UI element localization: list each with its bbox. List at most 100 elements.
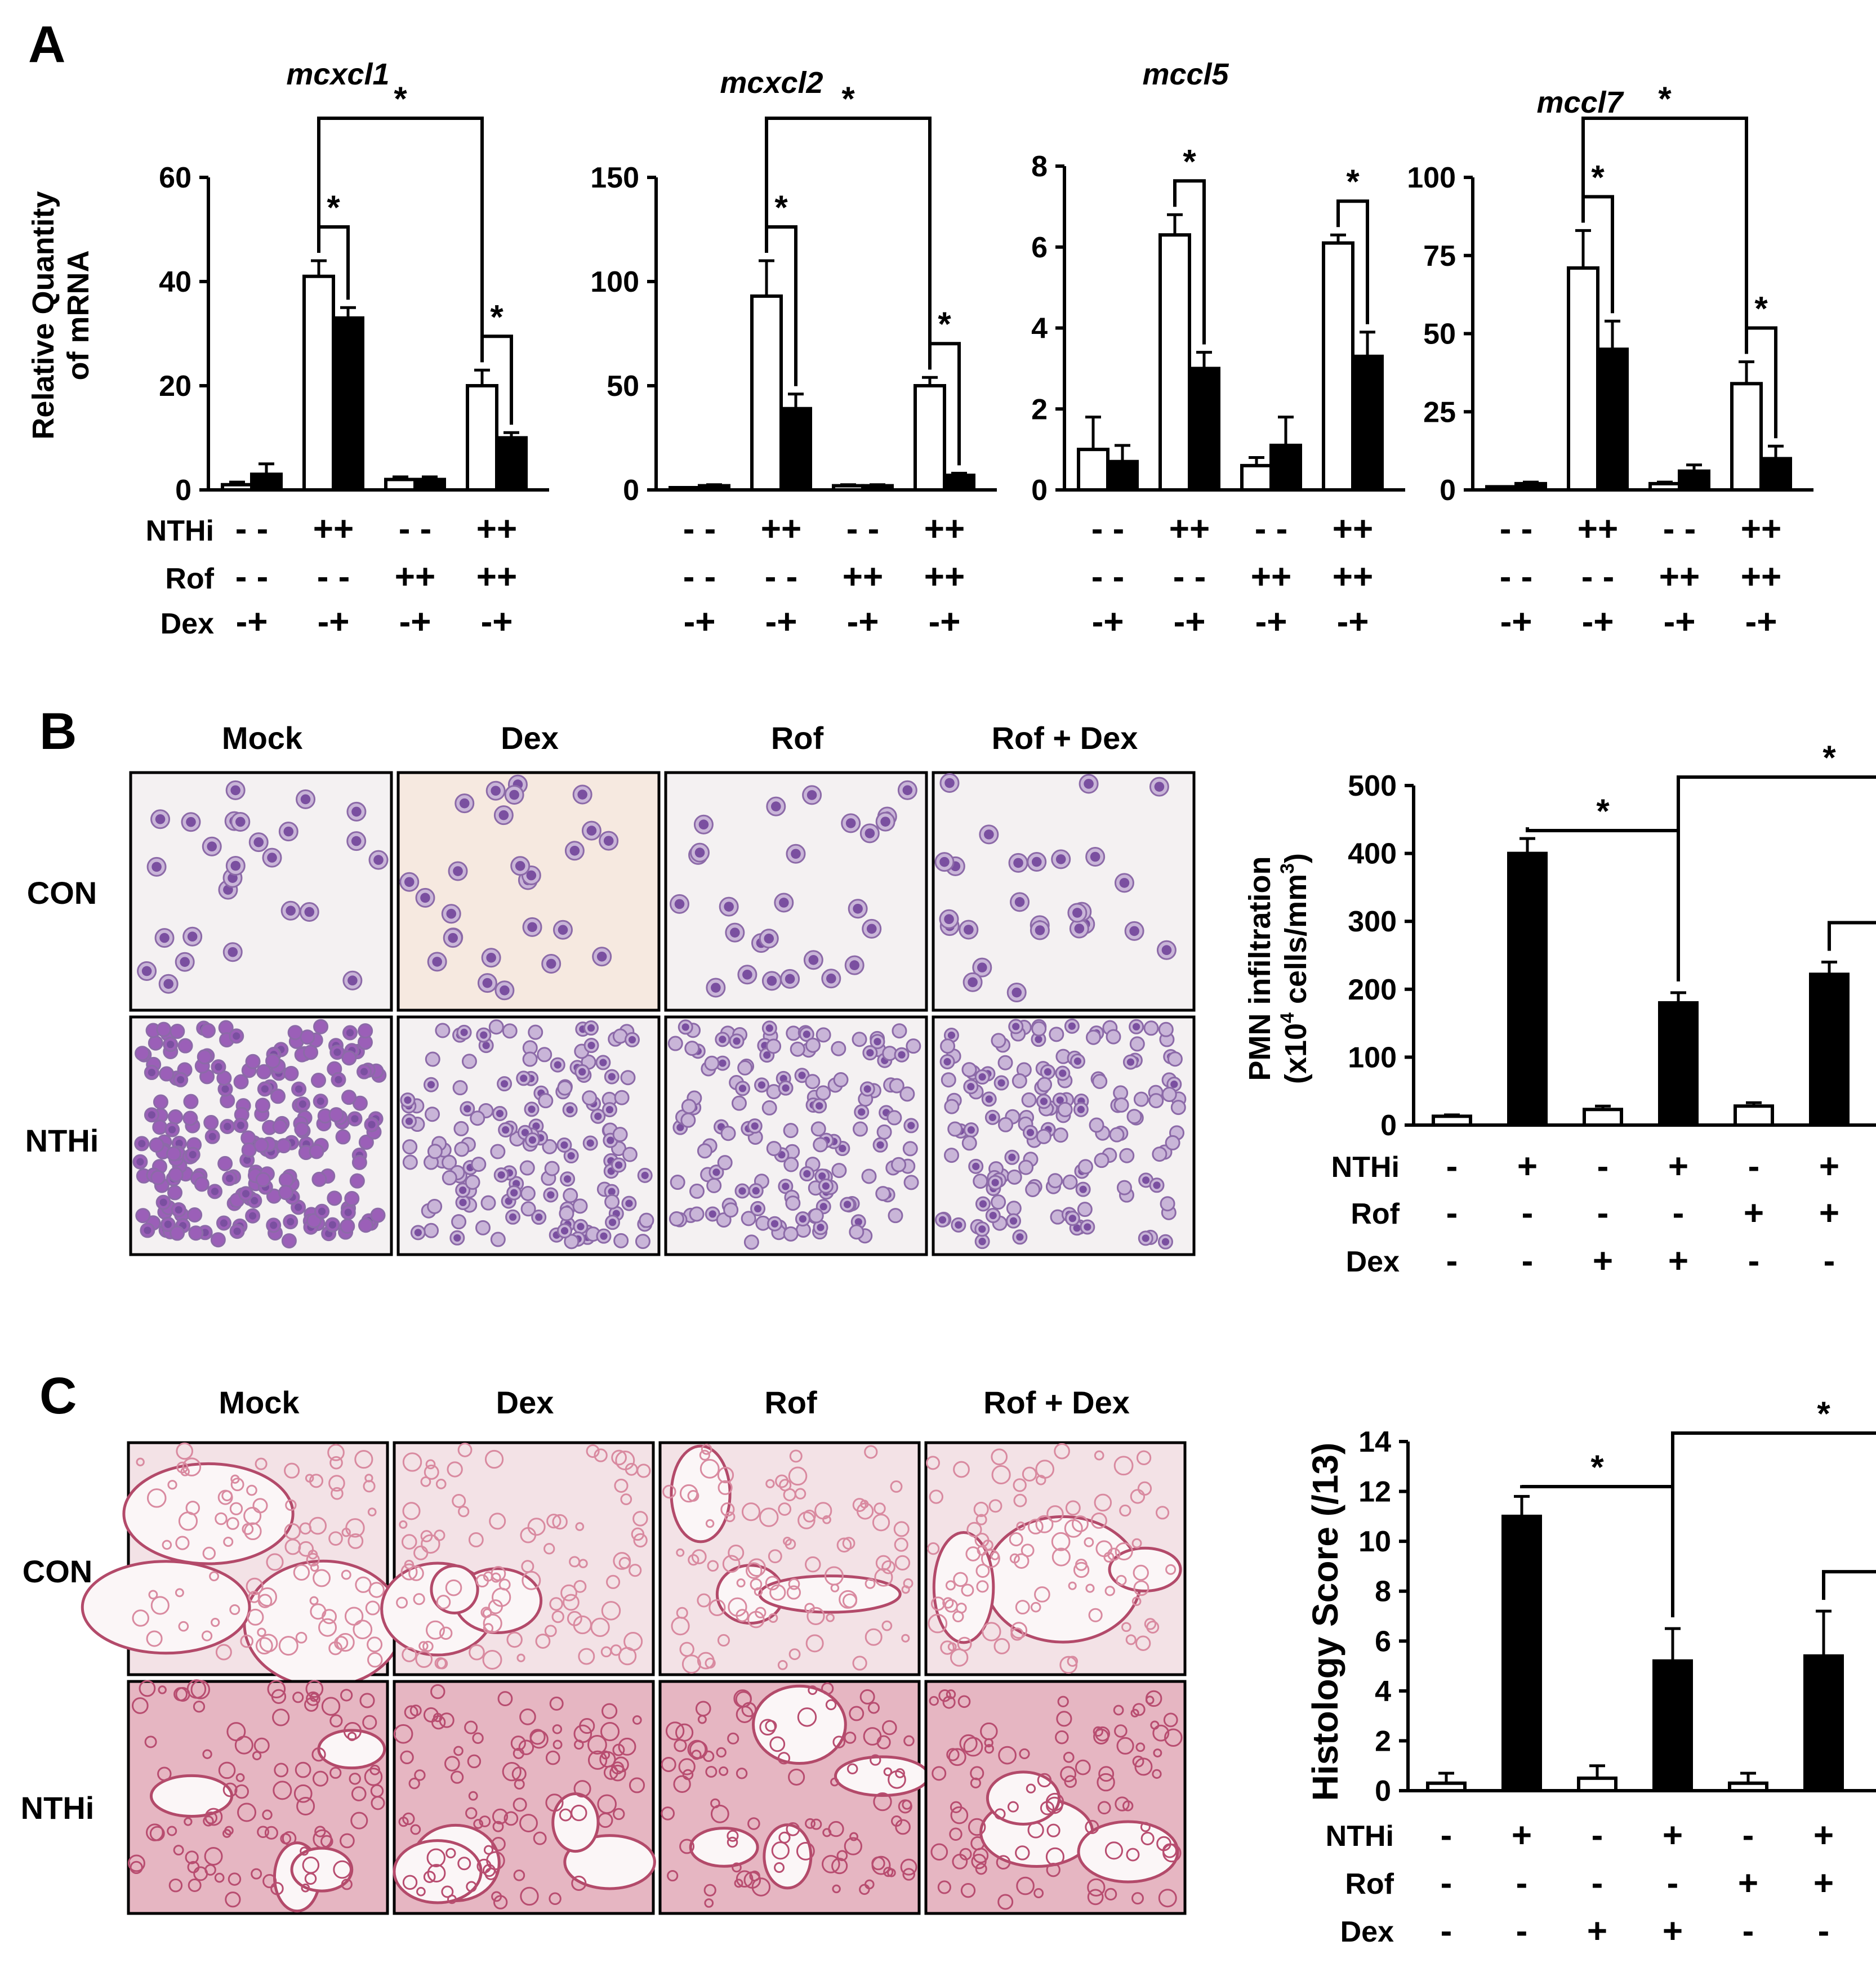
cell-nucleus	[600, 1232, 608, 1240]
alveolus	[255, 1637, 273, 1655]
alveolus	[768, 1613, 778, 1623]
treatment-sign-rof: - -	[317, 557, 350, 596]
alveolus	[671, 1616, 690, 1636]
significance-star: *	[1183, 142, 1196, 180]
alveolus	[846, 1763, 858, 1775]
treatment-sign-rof: - -	[683, 557, 716, 596]
cell-dot	[892, 1023, 907, 1039]
cell-nucleus	[459, 1198, 467, 1207]
treatment-row-label: NTHi	[146, 515, 214, 547]
cell-dot	[425, 1051, 440, 1067]
alveolus	[888, 1770, 906, 1789]
alveolus	[903, 1735, 915, 1747]
alveolus	[736, 1578, 746, 1588]
treatment-sign-dex: -	[1441, 1912, 1452, 1951]
cell-nucleus	[757, 1081, 766, 1089]
micrograph-con-3	[924, 1441, 1187, 1676]
alveolus	[750, 1578, 763, 1591]
y-tick-label: 100	[590, 266, 639, 298]
alveolus	[202, 1546, 216, 1560]
alveolus	[1125, 1634, 1137, 1645]
alveolus	[451, 1770, 464, 1784]
cell-nucleus	[1072, 908, 1082, 918]
alveolus	[404, 1559, 415, 1570]
alveolus	[832, 1735, 845, 1748]
cell-dot	[471, 1157, 487, 1172]
significance-star: *	[327, 189, 340, 226]
alveolus	[1072, 1515, 1089, 1533]
cell-dot	[461, 1054, 477, 1069]
cell-dot	[217, 1155, 233, 1171]
treatment-sign-nthi: ++	[924, 510, 965, 548]
alveolus	[175, 1687, 190, 1702]
cell-nucleus	[854, 1218, 862, 1226]
cell-nucleus	[1126, 1058, 1135, 1066]
bar-3	[1658, 1001, 1699, 1127]
micrograph-con-3	[932, 771, 1196, 1012]
alveolus	[1013, 1553, 1030, 1569]
cell-dot	[328, 1107, 344, 1123]
cell-dot	[358, 1217, 373, 1233]
alveolus	[436, 1595, 451, 1609]
cell-dot	[470, 1110, 485, 1126]
cell-nucleus	[843, 1201, 852, 1208]
alveolus	[223, 1536, 234, 1547]
alveolus	[176, 1461, 189, 1474]
cell-nucleus	[1040, 1097, 1048, 1105]
treatment-sign-nthi: -	[1446, 1147, 1458, 1186]
alveolus	[777, 1752, 791, 1765]
cell-dot	[453, 1121, 469, 1136]
alveolus	[1095, 1540, 1113, 1558]
alveolus	[759, 1507, 779, 1527]
cell-dot	[150, 1170, 166, 1185]
cell-nucleus	[803, 1030, 810, 1038]
alveolus	[736, 1609, 749, 1622]
alveolus	[618, 1556, 631, 1569]
micrograph-con-0	[81, 1441, 404, 1689]
cell-nucleus	[180, 957, 190, 967]
cell-dot	[1158, 1021, 1174, 1037]
cell-nucleus	[698, 819, 709, 830]
cell-nucleus	[318, 1207, 326, 1215]
cell-dot	[475, 1220, 491, 1235]
cell-nucleus	[446, 908, 457, 919]
alveolus	[865, 1628, 883, 1646]
alveolus	[187, 1861, 200, 1873]
cell-nucleus	[558, 925, 568, 935]
cell-nucleus	[614, 1161, 623, 1169]
alveolus	[990, 1551, 1000, 1560]
alveolus	[393, 1724, 413, 1744]
alveolus	[874, 1502, 886, 1515]
alveolus	[822, 1828, 832, 1837]
alveolus	[779, 1479, 792, 1492]
cell-dot	[1077, 1202, 1093, 1217]
alveolus	[204, 1812, 218, 1824]
cell-nucleus	[351, 806, 362, 817]
bar-group0-dex-minus	[1077, 448, 1109, 492]
cell-dot	[465, 1174, 480, 1190]
chart-pmn-infiltration: 0100200300400500***NTHi-+-+-+-+Rof----++…	[1331, 739, 1876, 1281]
cell-dot	[875, 1186, 891, 1202]
alveolus	[262, 1874, 277, 1889]
alveolus	[665, 1721, 685, 1741]
alveolus	[546, 1514, 562, 1529]
alveolus	[1035, 1515, 1054, 1533]
cell-dot	[808, 1208, 824, 1224]
cell-dot	[1129, 1036, 1145, 1052]
alveolus	[950, 1648, 969, 1667]
cell-dot	[402, 1139, 418, 1155]
cell-nucleus	[719, 1036, 727, 1043]
alveolus	[662, 1484, 676, 1499]
alveolus	[228, 1872, 242, 1886]
alveolus	[1135, 1635, 1151, 1651]
treatment-sign-dex: -+	[399, 603, 431, 641]
alveolus	[257, 1826, 269, 1839]
bar-2	[1577, 1776, 1617, 1793]
treatment-sign-rof: ++	[1251, 557, 1291, 596]
cell-nucleus	[554, 1061, 562, 1069]
cell-nucleus	[596, 951, 607, 962]
cell-nucleus	[427, 1081, 435, 1088]
alveolus	[806, 1607, 825, 1626]
alveolus	[948, 1748, 966, 1766]
cell-dot	[166, 1146, 182, 1162]
